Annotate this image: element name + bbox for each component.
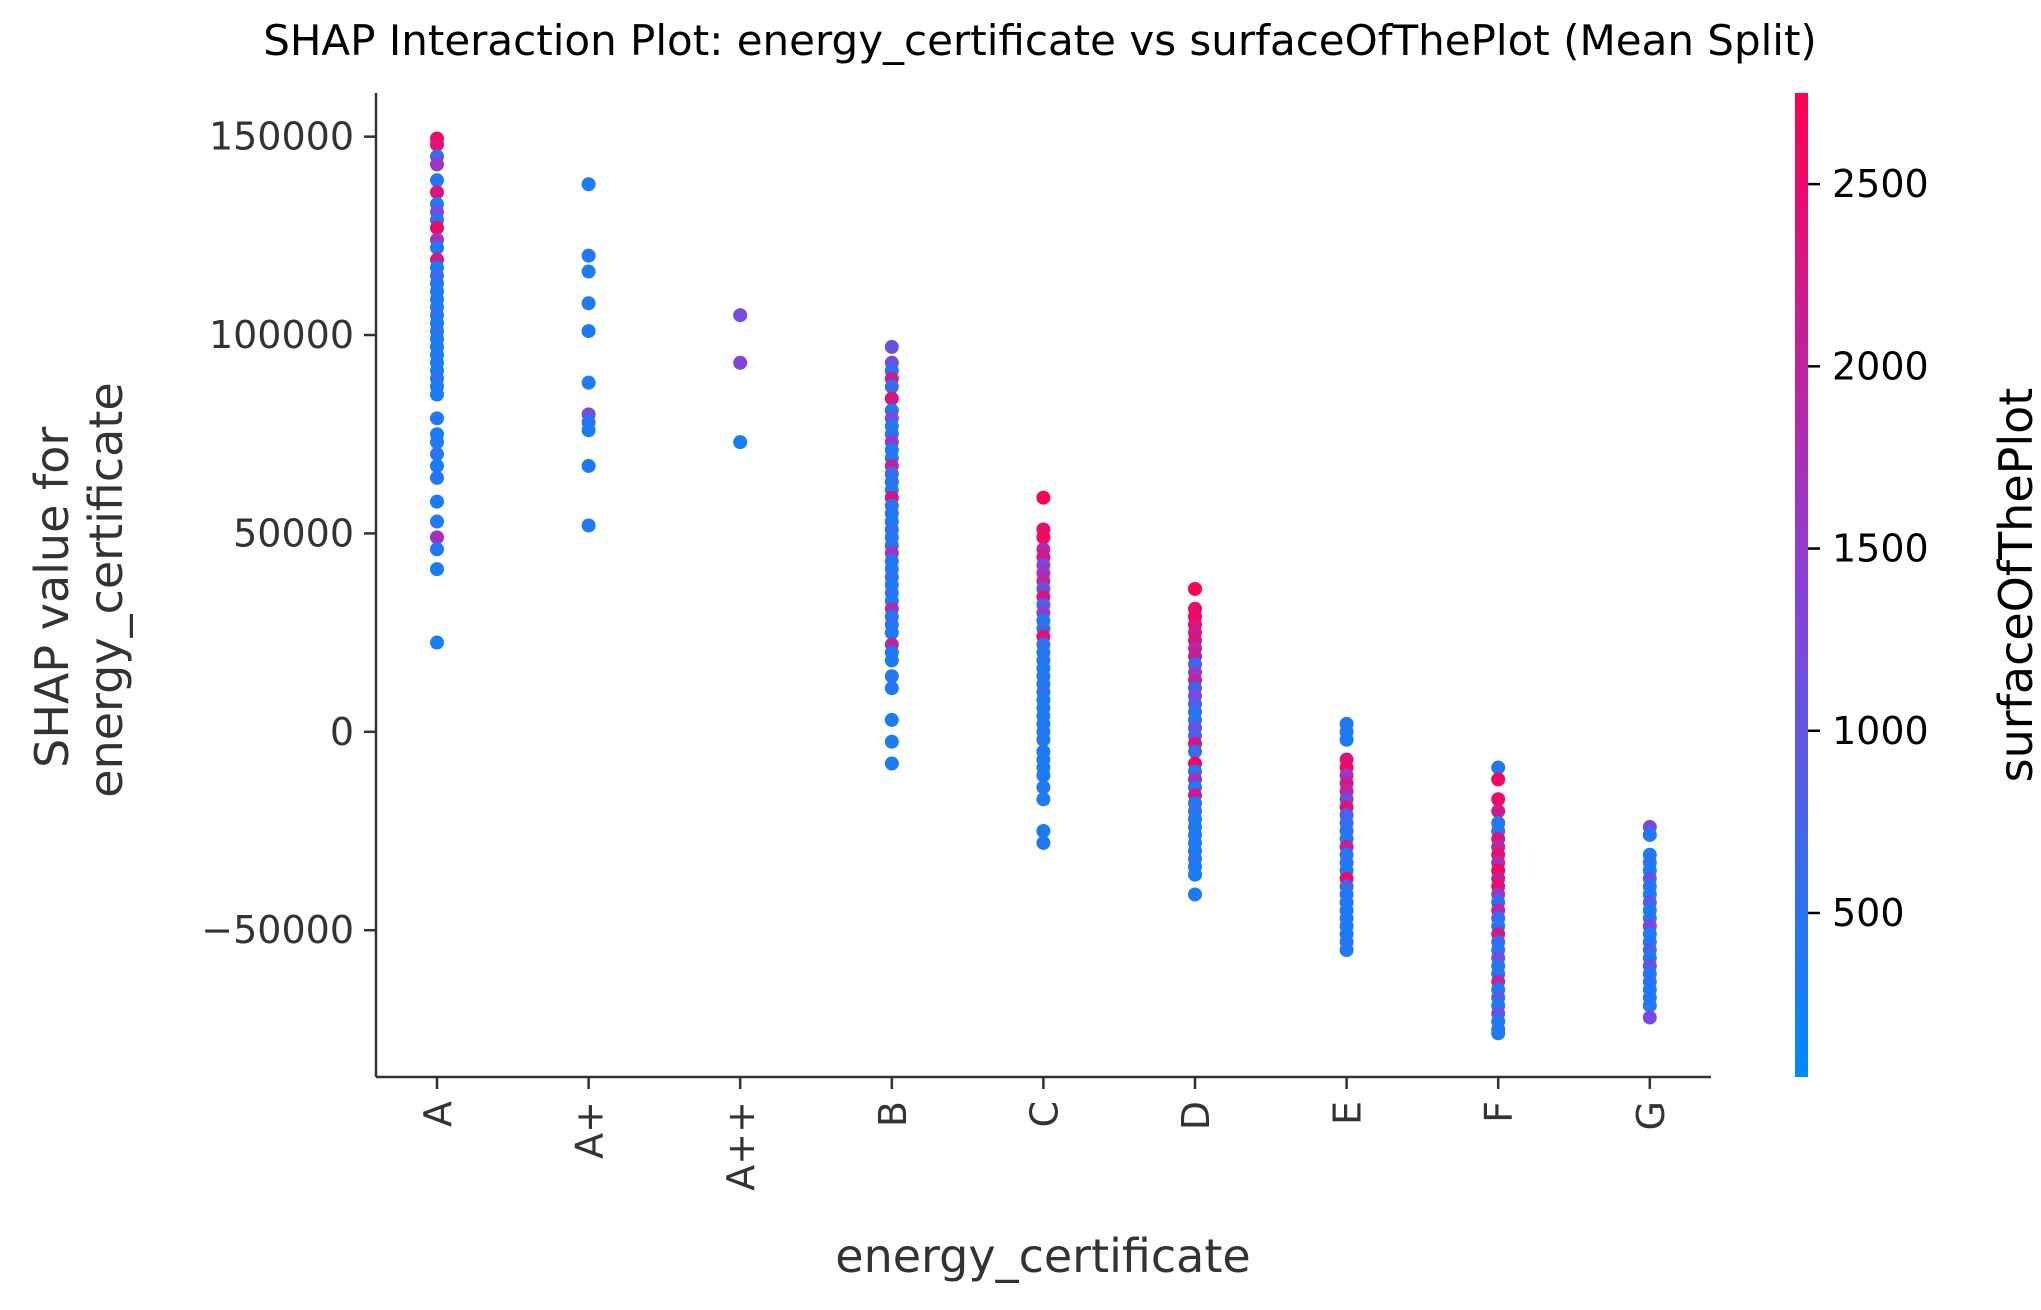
data-point bbox=[430, 411, 444, 426]
y-axis-label-line-2: energy_certificate bbox=[79, 382, 133, 797]
data-point bbox=[430, 562, 444, 577]
data-point bbox=[581, 324, 596, 339]
data-point bbox=[884, 734, 899, 749]
data-point bbox=[581, 264, 596, 279]
data-point bbox=[1642, 1010, 1657, 1025]
colorbar: 2500 2000 1500 1000 500 surfaceOfThePlot bbox=[1795, 93, 2041, 1077]
data-point bbox=[581, 248, 596, 263]
data-point bbox=[884, 379, 899, 394]
data-point bbox=[884, 712, 899, 727]
data-point bbox=[1339, 943, 1354, 958]
x-tick-label: B bbox=[871, 1101, 915, 1127]
data-point bbox=[1491, 804, 1506, 819]
data-point bbox=[884, 756, 899, 771]
y-axis-ticks: 150000 100000 50000 0 −50000 bbox=[201, 115, 376, 952]
data-point bbox=[430, 542, 444, 557]
data-point bbox=[733, 308, 748, 323]
data-point bbox=[430, 635, 444, 650]
y-tick-label: 50000 bbox=[233, 511, 354, 555]
y-tick-label: 100000 bbox=[209, 313, 354, 357]
data-point bbox=[1036, 768, 1051, 783]
data-point bbox=[1188, 744, 1202, 759]
data-point bbox=[884, 339, 899, 354]
data-point bbox=[430, 387, 444, 402]
colorbar-tick-label: 1500 bbox=[1832, 527, 1929, 571]
data-point bbox=[1642, 998, 1657, 1013]
data-point bbox=[1642, 827, 1657, 842]
x-tick-label: C bbox=[1022, 1101, 1066, 1128]
data-point bbox=[1188, 867, 1202, 882]
data-point bbox=[430, 494, 444, 509]
data-point bbox=[430, 157, 444, 172]
data-point bbox=[1188, 581, 1202, 596]
data-point bbox=[1036, 732, 1051, 747]
data-point bbox=[1036, 530, 1051, 545]
y-axis-label-line-1: SHAP value for bbox=[25, 427, 79, 768]
data-point bbox=[1491, 772, 1506, 787]
data-point bbox=[1036, 835, 1051, 850]
colorbar-tick-label: 500 bbox=[1832, 891, 1905, 935]
data-point bbox=[1491, 1026, 1506, 1041]
data-point bbox=[1036, 792, 1051, 807]
colorbar-tick-label: 1000 bbox=[1832, 709, 1929, 753]
data-point bbox=[884, 653, 899, 668]
data-point bbox=[581, 458, 596, 473]
data-point bbox=[581, 296, 596, 311]
data-point bbox=[430, 240, 444, 255]
data-point bbox=[1491, 792, 1506, 807]
scatter-points bbox=[430, 131, 1657, 1041]
x-tick-label: D bbox=[1174, 1101, 1218, 1130]
data-point bbox=[581, 177, 596, 192]
data-point bbox=[733, 435, 748, 450]
colorbar-label: surfaceOfThePlot bbox=[1989, 388, 2041, 783]
colorbar-ticks: 2500 2000 1500 1000 500 bbox=[1808, 162, 1929, 935]
data-point bbox=[430, 185, 444, 200]
y-tick-label: 150000 bbox=[209, 115, 354, 159]
data-point bbox=[581, 518, 596, 533]
colorbar-tick-label: 2500 bbox=[1832, 162, 1929, 206]
data-point bbox=[430, 470, 444, 485]
y-tick-label: 0 bbox=[330, 710, 354, 754]
data-point bbox=[430, 447, 444, 462]
x-tick-label: A++ bbox=[719, 1101, 763, 1191]
data-point bbox=[884, 625, 899, 640]
data-point bbox=[430, 458, 444, 473]
data-point bbox=[1036, 780, 1051, 795]
data-point bbox=[430, 435, 444, 450]
data-point bbox=[430, 220, 444, 235]
data-point bbox=[1036, 824, 1051, 838]
data-point bbox=[430, 173, 444, 188]
x-tick-label: E bbox=[1326, 1101, 1370, 1125]
x-axis-ticks: A A+ A++ B C D E F G bbox=[416, 1077, 1673, 1191]
colorbar-tick-label: 2000 bbox=[1832, 344, 1929, 388]
plot-area: 150000 100000 50000 0 −50000 A A+ A++ B C D E F G bbox=[201, 93, 1711, 1191]
x-axis-label: energy_certificate bbox=[835, 1229, 1250, 1283]
data-point bbox=[1036, 490, 1051, 505]
x-tick-label: A bbox=[416, 1101, 460, 1127]
data-point bbox=[430, 137, 444, 152]
data-point bbox=[581, 375, 596, 390]
data-point bbox=[1188, 887, 1202, 902]
data-point bbox=[733, 355, 748, 370]
data-point bbox=[884, 669, 899, 684]
x-tick-label: G bbox=[1629, 1101, 1673, 1130]
x-tick-label: A+ bbox=[568, 1101, 612, 1159]
data-point bbox=[430, 514, 444, 529]
data-point bbox=[884, 681, 899, 696]
colorbar-gradient bbox=[1795, 93, 1808, 1077]
data-point bbox=[581, 423, 596, 438]
data-point bbox=[1339, 732, 1354, 747]
y-axis-label: SHAP value for energy_certificate bbox=[25, 382, 133, 797]
x-tick-label: F bbox=[1477, 1101, 1521, 1123]
chart-title: SHAP Interaction Plot: energy_certificat… bbox=[263, 16, 1817, 65]
y-tick-label: −50000 bbox=[201, 908, 354, 952]
data-point bbox=[430, 530, 444, 545]
data-point bbox=[884, 391, 899, 406]
data-point bbox=[1491, 760, 1506, 775]
